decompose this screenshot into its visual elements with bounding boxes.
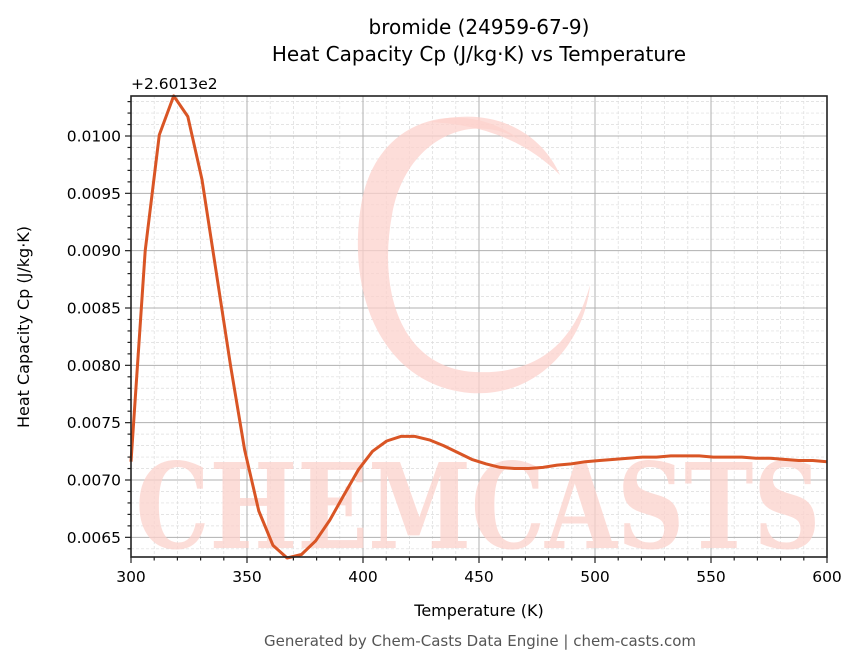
- chart-title-line2: Heat Capacity Cp (J/kg·K) vs Temperature: [272, 42, 686, 66]
- y-tick-label: 0.0070: [67, 472, 121, 490]
- x-tick-label: 600: [812, 568, 842, 586]
- y-tick-label: 0.0065: [67, 529, 121, 547]
- y-tick-label: 0.0080: [67, 357, 121, 375]
- y-offset-label: +2.6013e2: [131, 75, 218, 93]
- x-axis-label: Temperature (K): [413, 601, 543, 620]
- data-line-cp: [129, 94, 828, 560]
- x-tick-label: 550: [696, 568, 726, 586]
- x-axis-ticks: 300 350 400 450 500 550 600: [116, 557, 842, 586]
- x-tick-label: 500: [580, 568, 610, 586]
- y-axis-ticks: 0.0065 0.0070 0.0075 0.0080 0.0085 0.0090 0.00…: [67, 100, 131, 550]
- x-tick-label: 350: [232, 568, 262, 586]
- watermark: CHEMCASTS: [136, 116, 821, 576]
- x-tick-label: 400: [348, 568, 378, 586]
- y-tick-label: 0.0095: [67, 185, 121, 203]
- y-axis-label: Heat Capacity Cp (J/kg·K): [14, 226, 33, 428]
- x-tick-label: 300: [116, 568, 146, 586]
- y-tick-label: 0.0085: [67, 299, 121, 317]
- y-tick-label: 0.0075: [67, 414, 121, 432]
- y-tick-label: 0.0090: [67, 242, 121, 260]
- x-tick-label: 450: [464, 568, 494, 586]
- watermark-logo-stroke: [430, 116, 560, 175]
- y-tick-label: 0.0100: [67, 127, 121, 145]
- chart-title-line1: bromide (24959-67-9): [369, 15, 590, 39]
- major-grid: [131, 96, 827, 557]
- footer-credit: Generated by Chem-Casts Data Engine | ch…: [264, 632, 696, 650]
